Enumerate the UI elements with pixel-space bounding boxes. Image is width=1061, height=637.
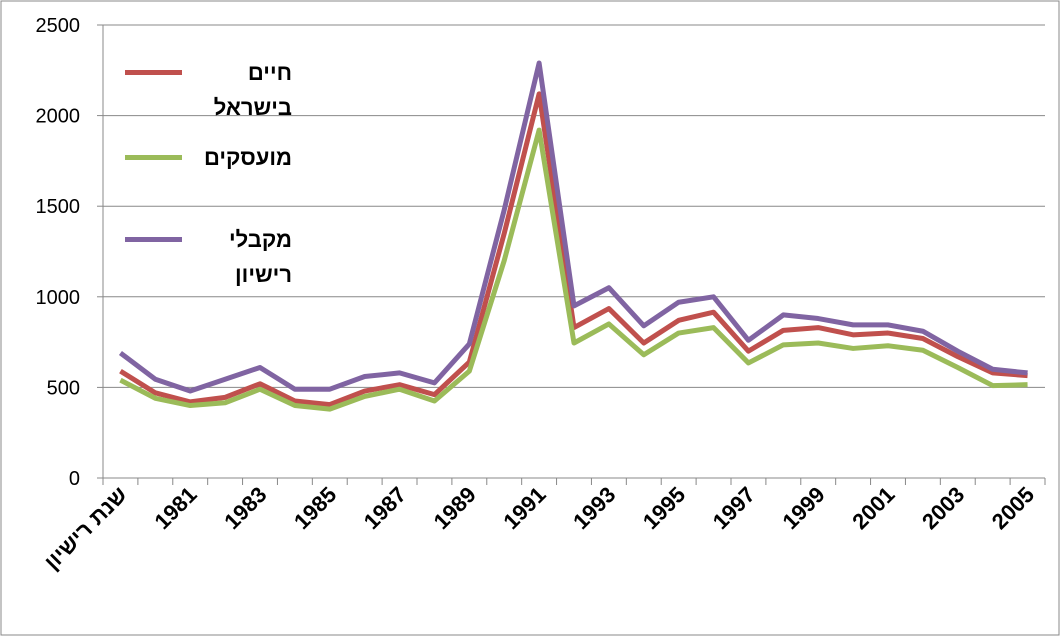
- x-tick-label: 1983: [219, 482, 271, 534]
- y-tick-label: 1000: [36, 287, 81, 309]
- legend-swatch: [125, 155, 182, 160]
- x-tick-label: שנת רישיון: [39, 482, 132, 575]
- x-tick-label: 1991: [498, 482, 550, 534]
- x-tick-label: 2003: [917, 482, 969, 534]
- y-tick-label: 2000: [36, 106, 81, 128]
- x-tick-label: 2001: [847, 482, 899, 534]
- x-tick-label: 2005: [987, 482, 1039, 534]
- series-line: [119, 127, 1028, 412]
- legend-swatch: [125, 237, 182, 242]
- x-tick-label: 1989: [429, 482, 481, 534]
- series-line: [118, 60, 1028, 394]
- legend-label: חיים בישראל: [213, 60, 292, 120]
- legend-item: חיים בישראל: [125, 55, 292, 125]
- y-tick-label: 2500: [36, 15, 81, 37]
- legend-label: מועסקים: [204, 145, 292, 170]
- legend-label: מקבלי רישיון: [228, 227, 292, 287]
- x-tick-label: 1993: [568, 482, 620, 534]
- legend-item: מקבלי רישיון: [125, 222, 292, 292]
- x-tick-label: 1999: [777, 482, 829, 534]
- x-tick-label: 1981: [149, 482, 201, 534]
- legend-swatch: [125, 70, 182, 75]
- x-tick-label: 1995: [638, 482, 690, 534]
- x-tick-label: 1997: [708, 482, 760, 534]
- x-tick-label: 1987: [359, 482, 411, 534]
- legend-item: מועסקים: [125, 140, 292, 175]
- y-tick-label: 0: [69, 468, 80, 490]
- y-tick-label: 500: [47, 377, 80, 399]
- x-tick-label: 1985: [289, 482, 341, 534]
- y-tick-label: 1500: [36, 196, 81, 218]
